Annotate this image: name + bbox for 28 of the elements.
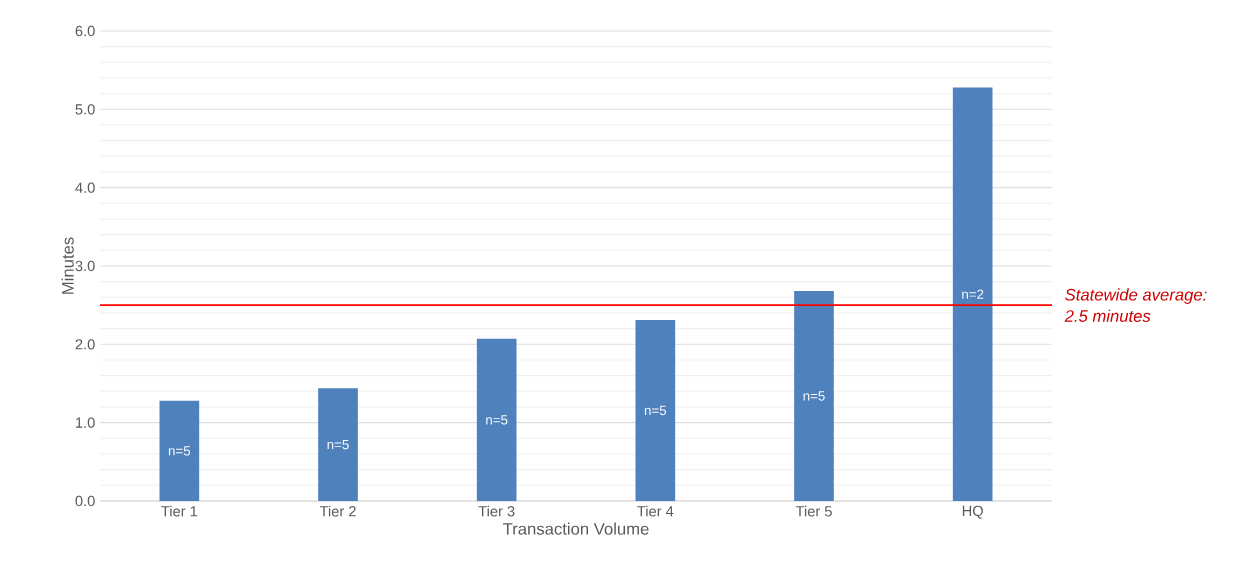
annotation: n=2	[962, 289, 984, 299]
y-tick-label: 2.0	[75, 339, 95, 350]
x-tick-label: Tier 3	[478, 505, 515, 517]
annotation: n=5	[803, 391, 825, 401]
annotation: n=5	[486, 415, 508, 425]
x-tick-label: Tier 1	[161, 505, 198, 517]
y-axis-title: Minutes	[61, 237, 74, 294]
annotation: n=5	[168, 446, 191, 456]
ref-line-label: Statewide average: 2.5 minutes	[1064, 288, 1207, 322]
bar	[794, 291, 834, 501]
bar	[318, 388, 358, 501]
bar	[952, 87, 993, 501]
y-tick-label: 6.0	[75, 25, 95, 37]
annotation: n=5	[644, 405, 667, 416]
x-tick-label: Tier 4	[637, 505, 674, 517]
bar	[159, 400, 200, 501]
x-tick-label: HQ	[962, 505, 983, 519]
bar	[635, 320, 676, 501]
y-tick-label: 3.0	[75, 260, 95, 272]
y-tick-label: 0.0	[75, 495, 95, 507]
x-tick-label: Tier 2	[319, 505, 356, 517]
x-tick-label: Tier 5	[795, 505, 832, 517]
annotation: n=5	[327, 439, 349, 450]
x-axis-title: Transaction Volume	[503, 522, 649, 535]
y-tick-label: 4.0	[75, 182, 95, 193]
y-tick-label: 1.0	[76, 417, 95, 428]
y-tick-label: 5.0	[75, 104, 95, 115]
bar	[476, 338, 517, 501]
